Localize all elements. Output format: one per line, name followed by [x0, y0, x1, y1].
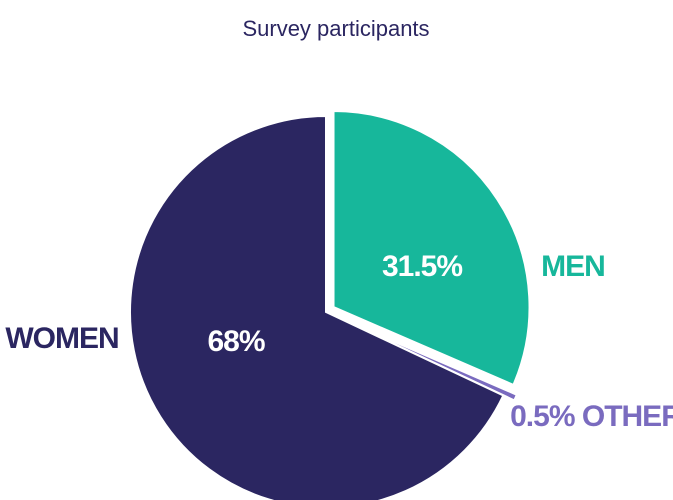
slice-category-label: WOMEN [5, 322, 118, 355]
slice-value-label: 31.5% [382, 250, 462, 283]
slice-value-label: 68% [207, 325, 264, 358]
pie-slice [332, 110, 531, 387]
slice-label: 0.5% OTHER [510, 400, 673, 433]
chart-title: Survey participants [242, 16, 429, 41]
slice-value-label: 0.5% [510, 400, 575, 433]
slice-category-label: MEN [541, 250, 605, 283]
pie-slice [129, 114, 505, 500]
slice-category-label: OTHER [582, 400, 673, 433]
